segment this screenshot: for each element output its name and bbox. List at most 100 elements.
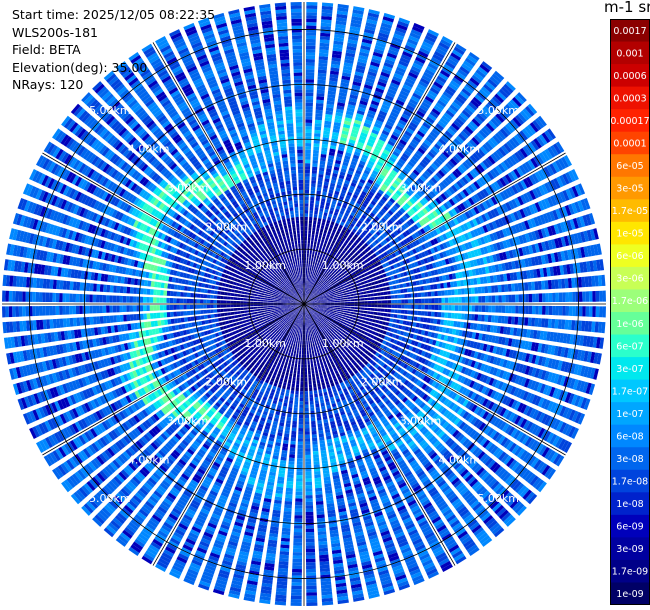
ray-gate <box>306 35 316 40</box>
ray-gate <box>306 5 318 9</box>
ray-gate <box>474 296 479 303</box>
ray-gate <box>366 206 373 212</box>
ray-gate <box>344 304 348 306</box>
ray-gate <box>487 285 492 293</box>
ray-gate <box>336 10 348 16</box>
ray-gate <box>306 277 308 281</box>
ray-gate <box>348 225 353 231</box>
ray-gate <box>315 272 318 277</box>
ray-gate <box>477 66 489 76</box>
ray-gate <box>469 77 480 87</box>
ray-gate <box>369 289 374 293</box>
ray-gate <box>345 194 351 200</box>
ray-gate <box>326 97 335 102</box>
ray-gate <box>381 304 385 308</box>
ray-gate <box>304 243 307 248</box>
ray-gate <box>343 283 347 286</box>
ray-gate <box>393 72 404 80</box>
ray-gate <box>398 158 406 165</box>
ray-gate <box>311 274 314 279</box>
ray-gate <box>404 304 409 309</box>
ray-gate <box>310 281 313 286</box>
ray-gate <box>324 208 329 214</box>
ray-gate <box>426 317 431 323</box>
ray-gate <box>305 129 312 134</box>
ray-gate <box>365 181 372 188</box>
ray-gate <box>304 206 309 211</box>
ray-gate <box>327 93 336 99</box>
ray-gate <box>438 72 449 81</box>
ray-gate <box>330 141 337 147</box>
ray-gate <box>313 339 317 343</box>
ray-gate <box>311 237 314 241</box>
ray-gate <box>535 305 539 315</box>
ray-gate <box>444 305 449 311</box>
ray-gate <box>319 351 323 355</box>
ray-gate <box>367 321 372 326</box>
ray-gate <box>381 19 394 26</box>
ray-gate <box>396 289 401 294</box>
ray-gate <box>448 305 452 311</box>
ray-gate <box>359 160 366 166</box>
ray-gate <box>305 85 314 90</box>
ray-gate <box>330 203 336 209</box>
ray-gate <box>332 172 338 178</box>
ray-gate <box>441 305 445 311</box>
ray-gate <box>337 300 341 302</box>
ray-gate <box>371 97 381 103</box>
ray-gate <box>346 45 357 51</box>
ray-gate <box>368 67 378 74</box>
ray-gate <box>426 32 438 40</box>
ray-gate <box>400 309 405 314</box>
ray-gate <box>361 154 369 160</box>
ray-gate <box>309 281 312 285</box>
ray-gate <box>320 32 331 37</box>
ray-gate <box>357 141 365 147</box>
ray-gate <box>307 284 310 288</box>
ray-gate <box>397 96 406 103</box>
ray-gate <box>459 90 470 100</box>
ray-gate <box>354 172 361 178</box>
ray-gate <box>331 254 335 259</box>
ray-gate <box>366 113 375 119</box>
ray-gate <box>311 290 315 294</box>
ray-gate <box>418 80 429 88</box>
ray-gate <box>331 176 337 181</box>
ray-gate <box>323 127 331 132</box>
ray-gate <box>388 46 400 53</box>
ray-gate <box>305 102 313 107</box>
ray-gate <box>371 58 381 65</box>
ray-gate <box>306 294 309 298</box>
ray-gate <box>321 367 326 372</box>
ray-gate <box>345 209 351 214</box>
ray-gate <box>405 41 417 49</box>
ray-gate <box>535 293 539 303</box>
ray-gate <box>338 146 345 152</box>
ray-gate <box>424 311 428 317</box>
ray-gate <box>366 290 371 294</box>
ray-gate <box>377 300 382 304</box>
ray-gate <box>326 244 330 249</box>
ray-gate <box>531 305 536 315</box>
ray-gate <box>313 241 317 245</box>
ray-gate <box>354 116 363 122</box>
ray-gate <box>327 305 331 307</box>
ray-gate <box>305 65 315 70</box>
ray-gate <box>328 227 333 232</box>
ray-gate <box>305 126 312 130</box>
ray-gate <box>344 197 350 203</box>
ray-gate <box>305 106 313 110</box>
ray-gate <box>304 189 310 194</box>
ray-gate <box>365 196 371 203</box>
ray-gate <box>485 305 489 313</box>
ray-gate <box>338 235 343 240</box>
ray-gate <box>318 283 322 287</box>
ray-gate <box>392 285 397 290</box>
ray-gate <box>335 187 341 193</box>
ray-gate <box>444 290 449 296</box>
ray-gate <box>347 206 352 211</box>
ray-gate <box>405 163 413 171</box>
ray-gate <box>333 40 344 46</box>
ray-gate <box>325 107 334 112</box>
ray-gate <box>305 72 315 77</box>
